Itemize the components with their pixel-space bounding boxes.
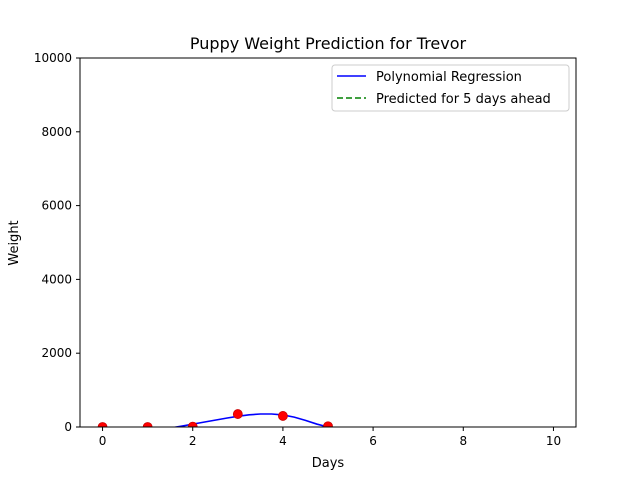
data-point <box>278 411 288 421</box>
y-tick-label: 10000 <box>34 51 72 65</box>
x-tick-label: 10 <box>546 434 561 448</box>
y-tick-label: 6000 <box>41 199 72 213</box>
series-line-0 <box>102 413 329 427</box>
y-tick-label: 0 <box>64 420 72 434</box>
legend-label: Polynomial Regression <box>376 70 522 85</box>
data-point <box>323 421 333 427</box>
legend-label: Predicted for 5 days ahead <box>376 92 551 107</box>
y-tick-label: 2000 <box>41 346 72 360</box>
x-tick-label: 6 <box>369 434 377 448</box>
axes: 0 2 4 6 8 10 0 2000 4000 6000 8000 10000 <box>34 51 577 448</box>
x-axis-label: Days <box>312 456 345 471</box>
data-point <box>232 409 243 419</box>
x-tick-label: 0 <box>99 434 107 448</box>
plot-area <box>97 409 333 427</box>
plot-frame <box>79 57 577 428</box>
y-axis-label: Weight <box>7 220 22 265</box>
y-tick-label: 4000 <box>41 272 72 286</box>
chart-title: Puppy Weight Prediction for Trevor <box>190 34 467 53</box>
x-tick-label: 4 <box>279 434 287 448</box>
x-tick-label: 2 <box>189 434 197 448</box>
x-tick-label: 8 <box>459 434 467 448</box>
data-point <box>97 422 108 427</box>
y-tick-label: 8000 <box>41 125 72 139</box>
data-point <box>142 422 153 427</box>
legend-box <box>331 64 570 112</box>
legend: Polynomial Regression Predicted for 5 day… <box>331 64 570 112</box>
